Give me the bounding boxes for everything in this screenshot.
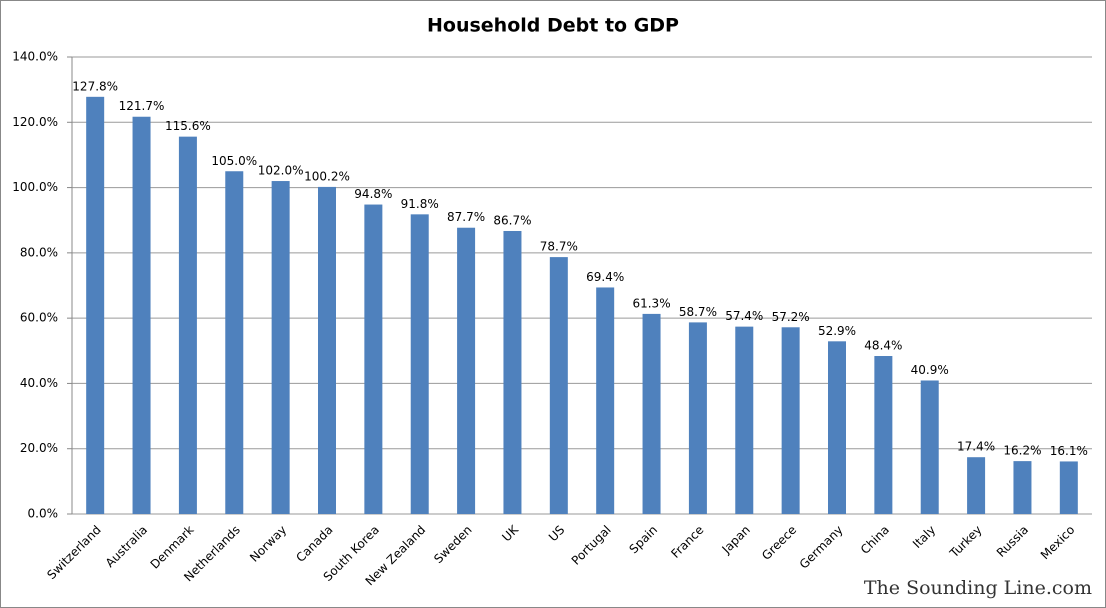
bar <box>178 136 197 515</box>
bar <box>781 327 800 514</box>
bar <box>874 356 893 514</box>
y-tick-label: 100.0% <box>12 180 58 194</box>
data-label: 40.9% <box>911 363 949 377</box>
data-label: 61.3% <box>632 296 670 310</box>
data-label: 58.7% <box>679 305 717 319</box>
data-label: 102.0% <box>258 164 304 178</box>
bar <box>86 96 105 515</box>
data-label: 91.8% <box>401 197 439 211</box>
data-label: 52.9% <box>818 324 856 338</box>
data-label: 86.7% <box>493 213 531 227</box>
data-label: 69.4% <box>586 270 624 284</box>
bar <box>318 186 336 514</box>
bar <box>828 341 846 514</box>
bar <box>549 257 568 514</box>
data-label: 121.7% <box>119 99 165 113</box>
bar <box>1013 461 1032 514</box>
bar <box>457 227 476 514</box>
data-label: 48.4% <box>864 339 902 353</box>
y-tick-label: 0.0% <box>28 507 59 521</box>
y-tick-label: 20.0% <box>20 441 58 455</box>
y-tick-label: 40.0% <box>20 376 58 390</box>
data-label: 57.2% <box>772 310 810 324</box>
data-label: 78.7% <box>540 240 578 254</box>
bar <box>642 313 661 514</box>
data-label: 16.2% <box>1003 444 1041 458</box>
bar <box>410 214 429 515</box>
data-label: 87.7% <box>447 210 485 224</box>
bar <box>503 230 522 514</box>
y-tick-label: 140.0% <box>12 50 58 64</box>
bar <box>364 204 383 514</box>
data-label: 100.2% <box>304 169 350 183</box>
data-label: 57.4% <box>725 309 763 323</box>
bar <box>735 326 754 514</box>
data-label: 17.4% <box>957 440 995 454</box>
data-label: 16.1% <box>1050 444 1088 458</box>
bar <box>688 322 707 514</box>
bar <box>967 457 986 514</box>
bar <box>920 380 939 514</box>
bar <box>1059 461 1078 514</box>
bar <box>225 171 244 514</box>
bar <box>596 287 615 514</box>
chart-title: Household Debt to GDP <box>427 15 679 37</box>
data-label: 105.0% <box>211 154 257 168</box>
watermark: The Sounding Line.com <box>864 577 1092 599</box>
y-tick-label: 60.0% <box>20 311 58 325</box>
data-label: 94.8% <box>354 187 392 201</box>
data-label: 127.8% <box>72 79 118 93</box>
y-tick-label: 80.0% <box>20 245 58 259</box>
bar <box>132 116 151 515</box>
bar <box>271 181 290 515</box>
data-label: 115.6% <box>165 119 211 133</box>
y-tick-label: 120.0% <box>12 115 58 129</box>
